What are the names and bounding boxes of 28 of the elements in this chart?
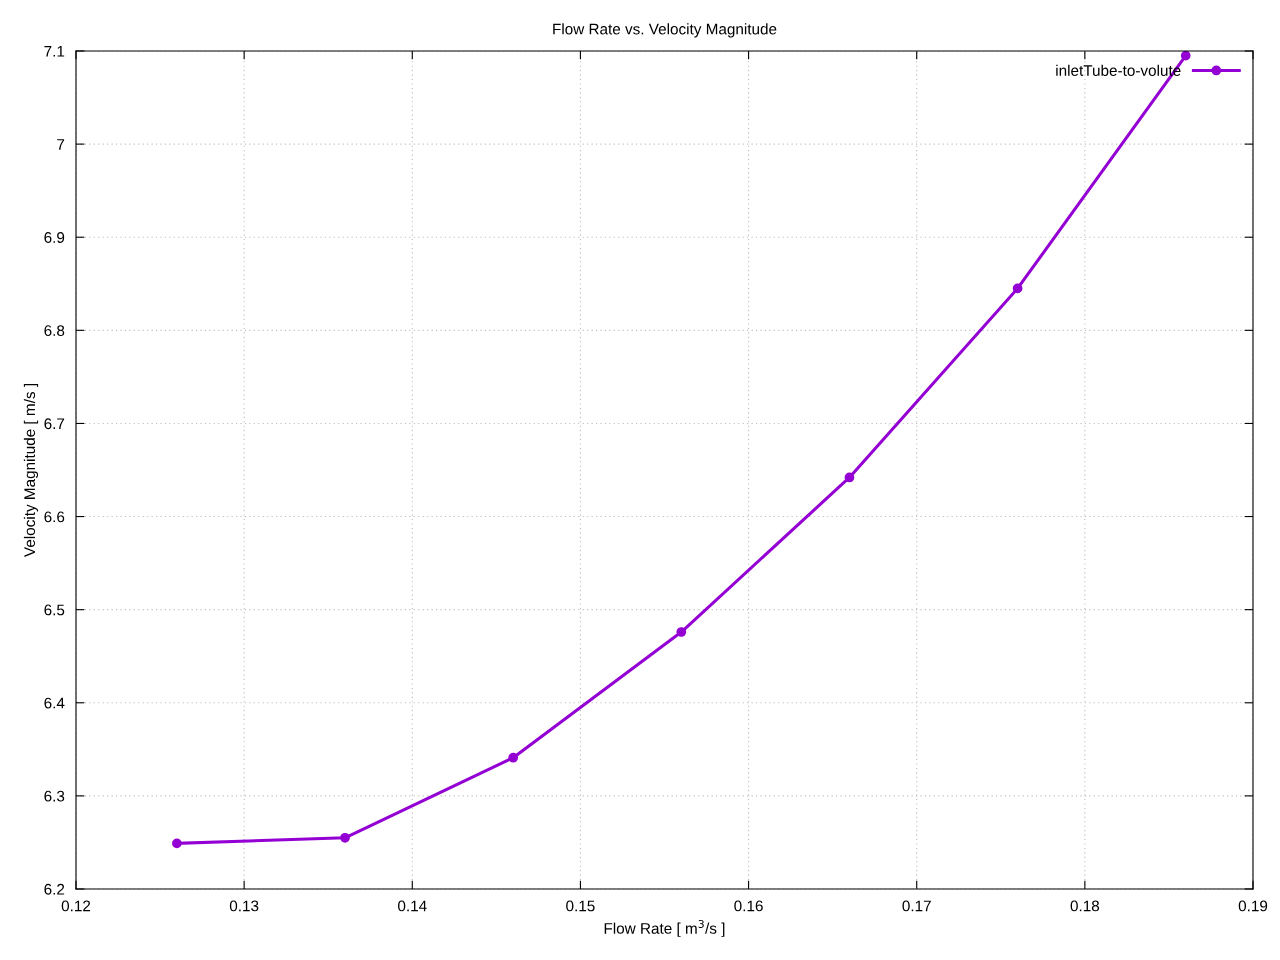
point	[676, 627, 687, 637]
y-tick-label: 7	[57, 139, 65, 150]
point	[1180, 51, 1191, 61]
x-tick-label: 0.17	[902, 900, 931, 912]
x-tick-label: 0.16	[734, 900, 763, 912]
y-tick-label: 6.8	[44, 325, 65, 337]
y-tick-label: 6.9	[44, 232, 65, 243]
point	[508, 752, 519, 763]
y-axis-title: Velocity Magnitude [ m/s ]	[23, 384, 39, 557]
x-tick-label: 0.15	[566, 900, 595, 912]
y-tick-label: 6.7	[44, 418, 65, 430]
chart-title: Flow Rate vs. Velocity Magnitude	[553, 23, 777, 38]
point	[844, 472, 855, 483]
y-tick-label: 6.3	[44, 790, 65, 802]
x-tick-label: 0.12	[61, 900, 91, 912]
x-tick-label: 0.19	[1238, 900, 1268, 912]
point	[172, 838, 182, 849]
y-tick-label: 6.4	[44, 697, 65, 709]
x-tick-label: 0.18	[1070, 900, 1100, 912]
x-axis-title: Flow Rate [ m$^{3}$/s ]	[604, 919, 725, 937]
y-tick-label: 6.6	[44, 511, 65, 523]
y-tick-label: 7.1	[44, 46, 65, 57]
x-tick-label: 0.14	[398, 900, 427, 912]
x-tick-label: 0.13	[229, 900, 259, 912]
y-tick-label: 6.5	[44, 604, 65, 616]
y-tick-label: 6.2	[44, 883, 65, 895]
point	[340, 832, 350, 843]
point	[1012, 283, 1023, 294]
